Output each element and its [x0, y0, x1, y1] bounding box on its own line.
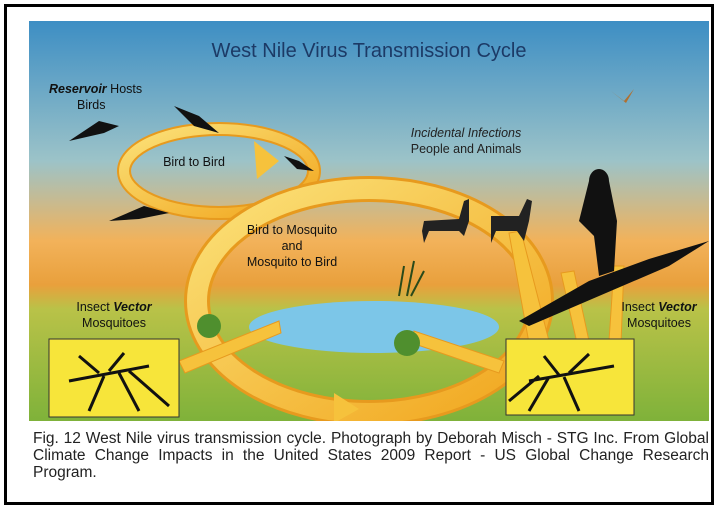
- reservoir-rest: Hosts: [110, 82, 142, 96]
- incidental-label: Incidental Infections: [411, 126, 522, 140]
- vector-rest: Insect: [621, 300, 655, 314]
- bird-mosquito-label: Bird to Mosquito: [247, 223, 337, 237]
- reservoir-label: Reservoir Hosts: [49, 82, 142, 96]
- reservoir-line2: Birds: [77, 98, 105, 112]
- incidental-label: People and Animals: [411, 142, 522, 156]
- vector-emphasis: Vector: [658, 300, 698, 314]
- vector-label: Insect Vector: [621, 300, 697, 314]
- figure: West Nile Virus Transmission Cycle Reser…: [4, 4, 714, 505]
- bird-mosquito-label: and: [282, 239, 303, 253]
- reservoir-emphasis: Reservoir: [49, 82, 108, 96]
- mosquito-box: [506, 339, 634, 415]
- vector-label: Insect Vector: [76, 300, 152, 314]
- shrub: [394, 330, 420, 356]
- title: West Nile Virus Transmission Cycle: [212, 40, 527, 62]
- vector-rest: Insect: [76, 300, 110, 314]
- vector-line2: Mosquitoes: [82, 316, 146, 330]
- vector-emphasis: Vector: [113, 300, 153, 314]
- mosquito-box: [49, 339, 179, 417]
- bird-to-bird-label: Bird to Bird: [163, 155, 225, 169]
- vector-line2: Mosquitoes: [627, 316, 691, 330]
- bird-mosquito-label: Mosquito to Bird: [247, 255, 337, 269]
- caption: Fig. 12 West Nile virus transmission cyc…: [33, 430, 709, 481]
- pond: [249, 301, 499, 353]
- illustration: West Nile Virus Transmission Cycle Reser…: [29, 21, 709, 421]
- shrub: [197, 314, 221, 338]
